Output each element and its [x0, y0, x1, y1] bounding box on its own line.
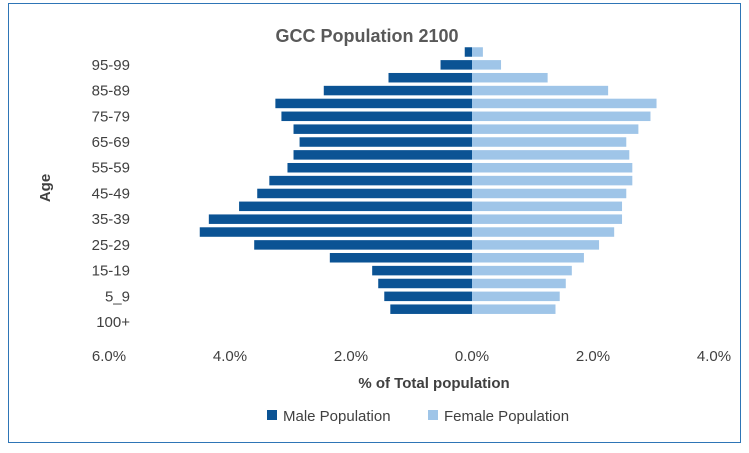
male-bar	[287, 162, 472, 173]
male-bar	[269, 175, 472, 186]
female-bar	[472, 72, 548, 83]
legend-swatch-male	[267, 410, 277, 420]
female-bar	[472, 137, 627, 147]
male-bar	[299, 137, 472, 147]
y-tick-label: 100+	[96, 314, 130, 331]
female-bar	[472, 214, 623, 224]
x-axis-title: % of Total population	[358, 375, 509, 392]
male-bar	[199, 227, 472, 237]
chart-title: GCC Population 2100	[275, 26, 458, 46]
female-bar	[472, 253, 584, 263]
legend-label-female: Female Population	[444, 408, 569, 425]
male-bar	[440, 60, 472, 70]
male-bar	[293, 150, 472, 160]
y-tick-label: 5_9	[105, 288, 130, 305]
y-tick-label: 45-49	[92, 185, 130, 202]
y-tick-label: 35-39	[92, 211, 130, 228]
female-bar	[472, 111, 651, 122]
female-bar	[472, 175, 633, 186]
x-tick-label: 4.0%	[213, 348, 247, 365]
male-bar	[390, 304, 472, 314]
female-bar	[472, 265, 572, 276]
y-tick-label: 15-19	[92, 263, 130, 280]
legend: Male Population Female Population	[267, 408, 569, 425]
y-axis-title: Age	[37, 174, 54, 202]
female-bar	[472, 124, 639, 134]
female-bar	[472, 240, 600, 250]
male-bar	[323, 85, 472, 96]
male-bar	[254, 240, 472, 250]
male-bar	[384, 291, 472, 302]
legend-swatch-female	[428, 410, 438, 420]
male-bar	[239, 201, 472, 212]
female-bar	[472, 227, 615, 237]
x-tick-label: 2.0%	[334, 348, 368, 365]
male-bar	[372, 265, 472, 276]
x-tick-label: 0.0%	[455, 348, 489, 365]
x-tick-label: 6.0%	[92, 348, 126, 365]
female-bar	[472, 304, 556, 314]
male-bar	[281, 111, 472, 122]
y-tick-label: 85-89	[92, 83, 130, 100]
y-tick-label: 65-69	[92, 134, 130, 151]
male-bar	[208, 214, 472, 224]
male-bar	[257, 188, 472, 199]
female-bar	[472, 98, 657, 109]
x-tick-label: 2.0%	[576, 348, 610, 365]
x-tick-label: 4.0%	[697, 348, 731, 365]
legend-label-male: Male Population	[283, 408, 391, 425]
y-tick-label: 25-29	[92, 237, 130, 254]
male-bar	[329, 253, 472, 263]
male-bar	[275, 98, 472, 109]
female-bar	[472, 201, 623, 212]
y-tick-label: 75-79	[92, 108, 130, 125]
female-bar	[472, 60, 502, 70]
female-bar	[472, 47, 483, 57]
y-tick-label: 55-59	[92, 160, 130, 177]
male-bar	[378, 278, 472, 289]
male-bar	[293, 124, 472, 134]
female-bar	[472, 291, 560, 302]
female-bar	[472, 188, 627, 199]
female-bar	[472, 162, 633, 173]
male-bar	[464, 47, 472, 57]
y-tick-label: 95-99	[92, 57, 130, 74]
male-bar	[388, 72, 472, 83]
female-bar	[472, 278, 566, 289]
female-bar	[472, 150, 630, 160]
female-bar	[472, 85, 609, 96]
